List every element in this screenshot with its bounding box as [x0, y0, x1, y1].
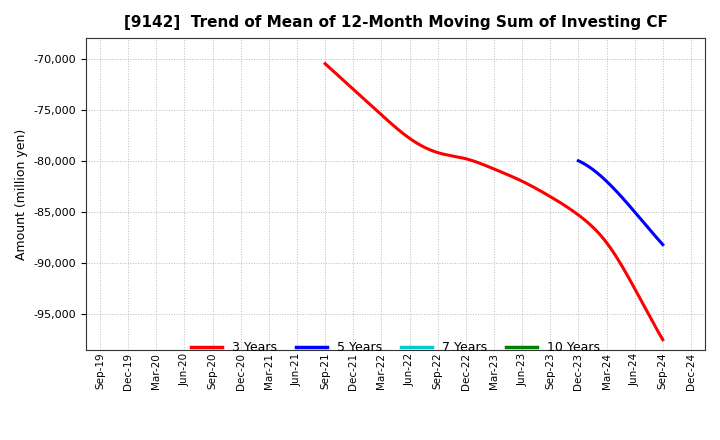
- Legend: 3 Years, 5 Years, 7 Years, 10 Years: 3 Years, 5 Years, 7 Years, 10 Years: [186, 336, 606, 359]
- Title: [9142]  Trend of Mean of 12-Month Moving Sum of Investing CF: [9142] Trend of Mean of 12-Month Moving …: [124, 15, 667, 30]
- Y-axis label: Amount (million yen): Amount (million yen): [15, 128, 28, 260]
